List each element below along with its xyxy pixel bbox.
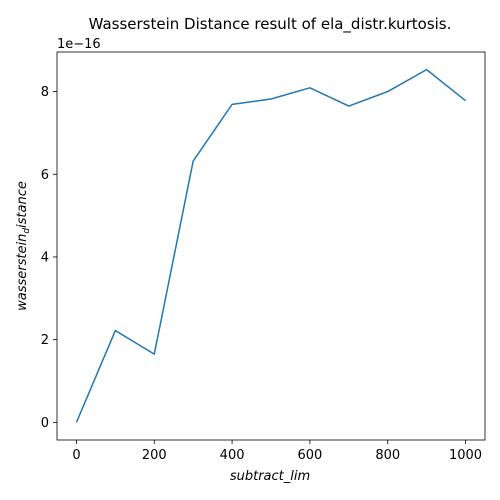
y-axis-label-tail: istance xyxy=(15,181,30,228)
y-axis-label: wassersteindistance xyxy=(15,181,32,311)
y-tick-label: 8 xyxy=(41,85,49,100)
chart-title: Wasserstein Distance result of ela_distr… xyxy=(89,15,452,34)
x-tick-label: 400 xyxy=(220,448,245,463)
x-tick-label: 200 xyxy=(142,448,167,463)
y-offset-label: 1e−16 xyxy=(57,37,101,52)
x-tick-label: 0 xyxy=(72,448,80,463)
y-axis-label-main: wasserstein xyxy=(15,234,30,311)
x-tick-label: 1000 xyxy=(449,448,482,463)
x-axis-label: subtract_lim xyxy=(230,469,310,484)
y-tick-label: 4 xyxy=(41,250,49,265)
x-tick-label: 600 xyxy=(297,448,322,463)
y-tick-label: 6 xyxy=(41,168,49,183)
y-tick-label: 2 xyxy=(41,333,49,348)
y-tick-label: 0 xyxy=(41,416,49,431)
x-tick-label: 800 xyxy=(375,448,400,463)
